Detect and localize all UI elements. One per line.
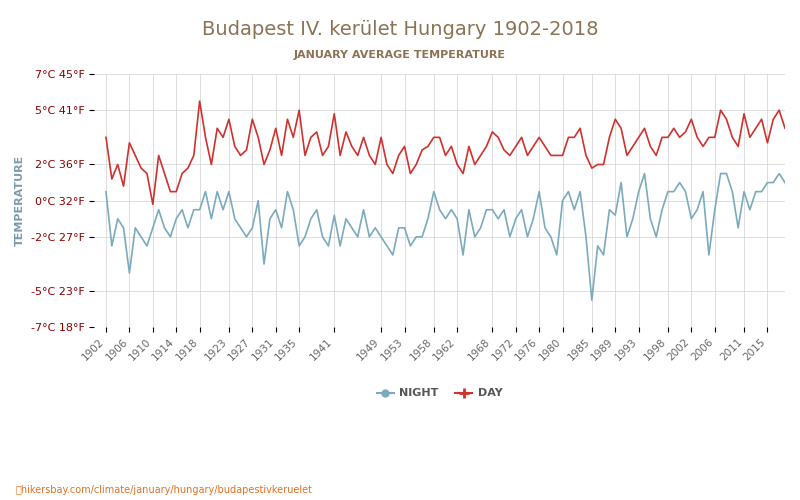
Legend: NIGHT, DAY: NIGHT, DAY (373, 384, 506, 403)
Y-axis label: TEMPERATURE: TEMPERATURE (15, 155, 25, 246)
Text: Budapest IV. kerület Hungary 1902-2018: Budapest IV. kerület Hungary 1902-2018 (202, 20, 598, 39)
Text: 📍hikersbay.com/climate/january/hungary/budapestivkeruelet: 📍hikersbay.com/climate/january/hungary/b… (16, 485, 313, 495)
Text: JANUARY AVERAGE TEMPERATURE: JANUARY AVERAGE TEMPERATURE (294, 50, 506, 60)
